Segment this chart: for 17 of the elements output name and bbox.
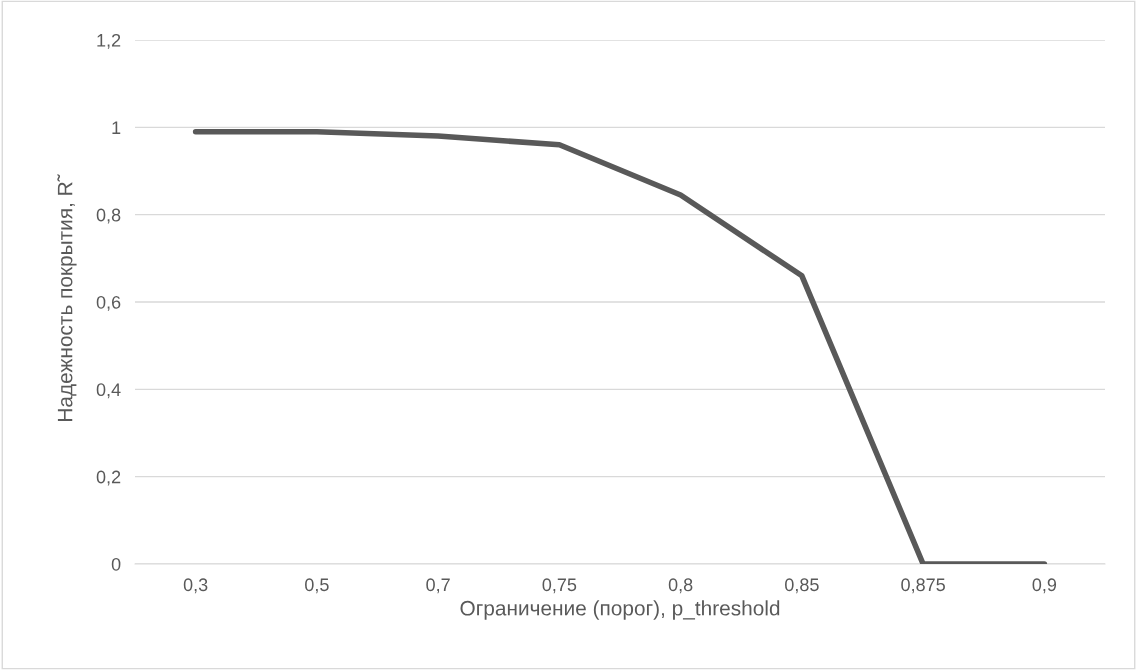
x-tick-label: 0,85	[785, 578, 819, 594]
x-tick-label: 0,75	[542, 578, 577, 594]
y-tick-label: 0	[111, 557, 121, 571]
x-tick-label: 0,7	[426, 578, 450, 594]
y-tick-label: 1,2	[97, 33, 121, 49]
y-tick-label: 0,8	[96, 208, 121, 224]
x-tick-label: 0,875	[901, 578, 945, 594]
y-tick-label: 0,2	[96, 470, 121, 486]
x-tick-label: 0,8	[668, 578, 693, 594]
x-axis-title: Ограничение (порог), p_threshold	[460, 600, 780, 620]
y-tick-label: 0,6	[96, 295, 121, 311]
x-tick-label: 0,5	[305, 578, 329, 594]
x-tick-label: 0,3	[183, 578, 208, 594]
y-tick-label: 0,4	[96, 383, 121, 399]
y-tick-label: 1	[112, 121, 121, 134]
x-tick-label: 0,9	[1032, 578, 1057, 594]
y-axis-title: Надежность покрытия, R̃	[57, 174, 77, 421]
